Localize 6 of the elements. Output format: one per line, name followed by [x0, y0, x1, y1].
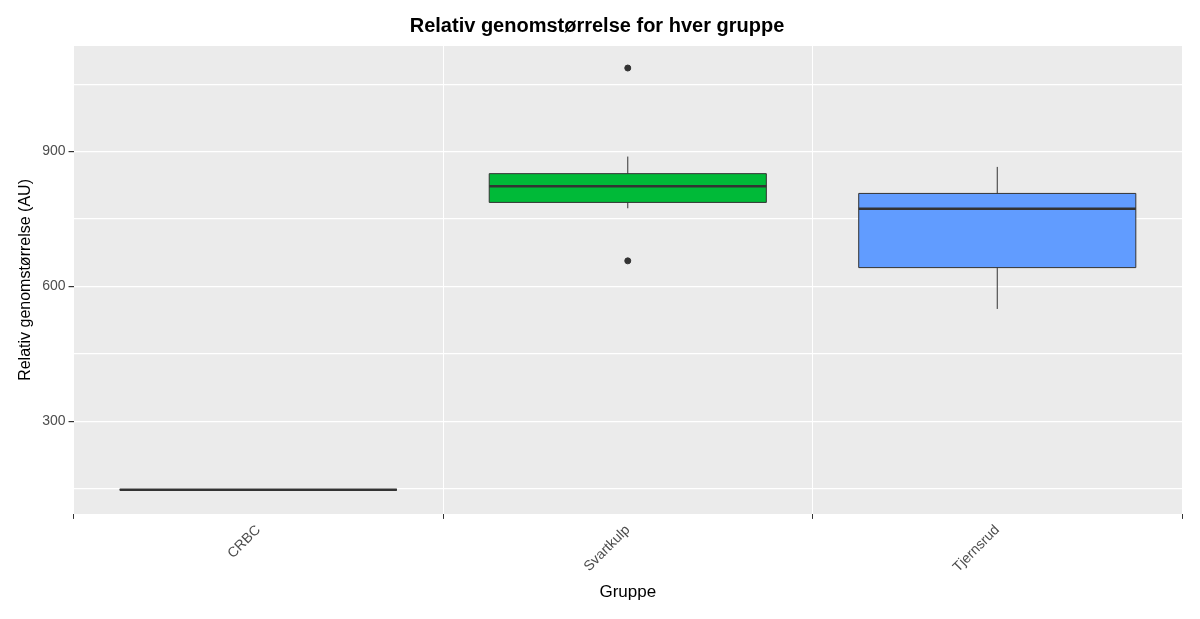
y-tick-label: 600: [42, 277, 66, 294]
y-tick-label: 300: [42, 412, 66, 429]
chart-title: Relativ genomstørrelse for hver gruppe: [409, 13, 785, 36]
y-tick-label: 900: [42, 142, 66, 159]
x-axis-title: Gruppe: [599, 582, 657, 602]
y-axis-title: Relativ genomstørrelse (AU): [16, 179, 34, 381]
